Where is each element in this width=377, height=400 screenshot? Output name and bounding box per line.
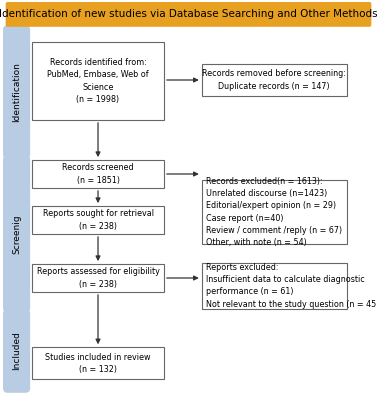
- FancyBboxPatch shape: [32, 347, 164, 379]
- FancyBboxPatch shape: [202, 64, 347, 96]
- Text: Reports assessed for eligibility
(n = 238): Reports assessed for eligibility (n = 23…: [37, 268, 159, 288]
- Text: Screenig: Screenig: [12, 214, 21, 254]
- FancyBboxPatch shape: [32, 264, 164, 292]
- Text: Included: Included: [12, 332, 21, 370]
- FancyBboxPatch shape: [3, 155, 30, 313]
- FancyBboxPatch shape: [3, 309, 30, 393]
- FancyBboxPatch shape: [202, 180, 347, 244]
- FancyBboxPatch shape: [32, 42, 164, 120]
- Text: Reports excluded:
Insufficient data to calculate diagnostic
performance (n = 61): Reports excluded: Insufficient data to c…: [206, 263, 377, 308]
- FancyBboxPatch shape: [6, 2, 371, 27]
- Text: Records identified from:
PubMed, Embase, Web of
Science
(n = 1998): Records identified from: PubMed, Embase,…: [47, 58, 149, 104]
- Text: Records screened
(n = 1851): Records screened (n = 1851): [62, 164, 134, 184]
- FancyBboxPatch shape: [32, 206, 164, 234]
- Text: Reports sought for retrieval
(n = 238): Reports sought for retrieval (n = 238): [43, 210, 153, 230]
- FancyBboxPatch shape: [202, 263, 347, 309]
- Text: Identification: Identification: [12, 62, 21, 122]
- Text: Records excluded(n = 1613):
Unrelated discourse (n=1423)
Editorial/expert opinio: Records excluded(n = 1613): Unrelated di…: [206, 177, 342, 247]
- Text: Studies included in review
(n = 132): Studies included in review (n = 132): [45, 353, 151, 374]
- FancyBboxPatch shape: [3, 25, 30, 159]
- Text: Records removed before screening:
Duplicate records (n = 147): Records removed before screening: Duplic…: [202, 70, 346, 90]
- FancyBboxPatch shape: [32, 160, 164, 188]
- Text: Identification of new studies via Database Searching and Other Methods: Identification of new studies via Databa…: [0, 10, 377, 20]
